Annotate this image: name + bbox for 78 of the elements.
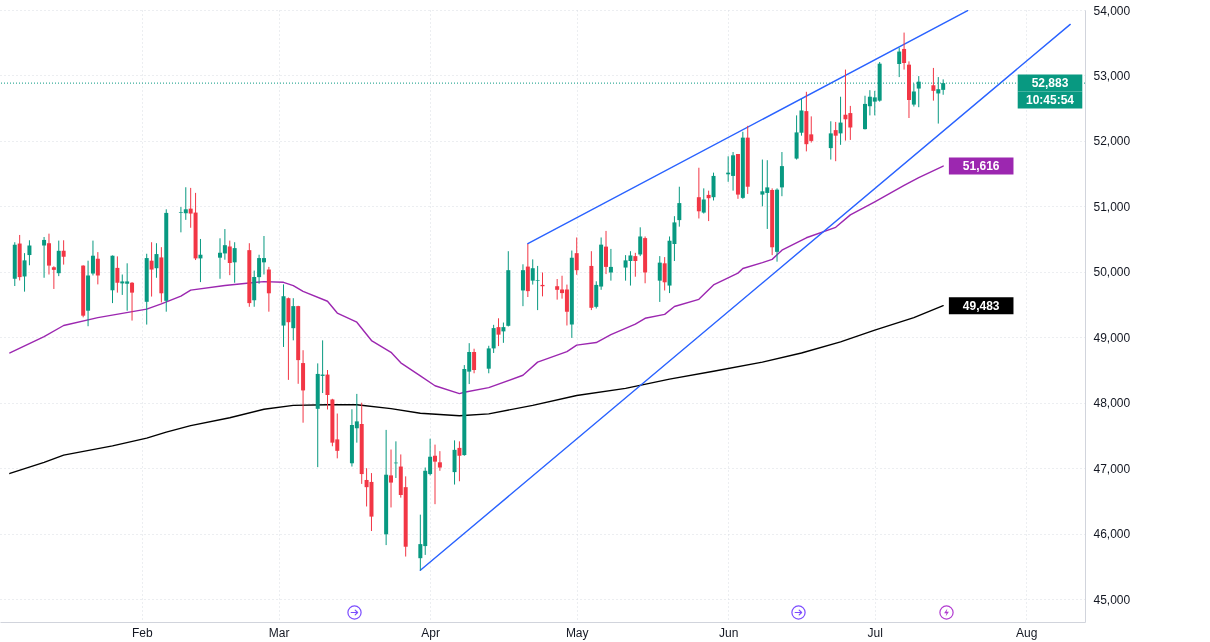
y-tick-label: 49,000 — [1093, 330, 1131, 345]
y-tick-label: 50,000 — [1093, 265, 1131, 280]
y-tick-label: 52,000 — [1093, 134, 1131, 149]
candlestick — [633, 252, 638, 278]
candlestick — [452, 439, 457, 486]
candlestick — [90, 240, 95, 276]
x-tick-label: Apr — [421, 625, 440, 640]
candlestick — [115, 255, 120, 294]
candlestick — [564, 284, 569, 326]
candlestick — [472, 348, 477, 374]
candlestick — [266, 266, 271, 313]
y-tick-label: 53,000 — [1093, 68, 1131, 83]
candlestick — [520, 263, 525, 307]
candlestick — [696, 167, 701, 219]
x-tick-label: May — [565, 625, 589, 640]
candlestick — [604, 230, 609, 275]
y-tick-label: 47,000 — [1093, 461, 1131, 476]
candlestick — [623, 254, 628, 282]
candlestick — [902, 32, 907, 71]
candlestick — [638, 226, 643, 257]
candlestick — [183, 186, 188, 221]
y-tick-label: 46,000 — [1093, 527, 1131, 542]
candlestick — [838, 96, 843, 146]
candlestick — [130, 281, 135, 322]
candlestick — [628, 250, 633, 287]
candlestick — [257, 254, 262, 285]
x-tick-label: Aug — [1016, 625, 1038, 640]
candlestick — [61, 239, 66, 266]
y-tick-label: 48,000 — [1093, 396, 1131, 411]
candlestick — [261, 235, 266, 275]
candlestick — [95, 251, 100, 285]
candlestick — [42, 236, 47, 279]
annotation: 10:45:54 — [1025, 93, 1075, 108]
candlestick — [227, 240, 232, 276]
candlestick — [608, 248, 613, 282]
candlestick — [491, 324, 496, 354]
candlestick — [56, 240, 61, 277]
x-tick-label: Mar — [268, 625, 290, 640]
candlestick — [51, 265, 56, 290]
x-tick-label: Jun — [719, 625, 739, 640]
candlestick — [457, 440, 462, 482]
candlestick — [486, 345, 491, 374]
candlestick — [222, 228, 227, 261]
data-label: 51,616 — [962, 159, 1000, 174]
y-tick-label: 51,000 — [1093, 199, 1131, 214]
candlestick — [232, 241, 237, 284]
candlestick — [711, 172, 716, 201]
candlestick — [574, 236, 579, 276]
candlestick — [833, 121, 838, 162]
candlestick — [779, 151, 784, 197]
candlestick — [389, 449, 394, 508]
candlestick — [657, 255, 662, 303]
data-label: 49,483 — [962, 298, 1000, 313]
candlestick — [535, 265, 540, 311]
x-tick-label: Jul — [867, 625, 883, 640]
candlestick — [120, 274, 125, 296]
candlestick — [701, 187, 706, 215]
candlestick — [252, 270, 257, 308]
y-tick-label: 54,000 — [1093, 3, 1131, 18]
candlestick — [555, 278, 560, 301]
candlestick — [677, 186, 682, 228]
candlestick — [46, 233, 51, 275]
candlestick — [931, 67, 936, 102]
candlestick — [496, 317, 501, 347]
candlestick — [27, 239, 32, 266]
candlestick — [154, 242, 159, 279]
candlestick — [662, 256, 667, 291]
x-tick-label: Feb — [131, 625, 153, 640]
candlestick — [760, 159, 765, 207]
candlestick — [149, 241, 154, 298]
candlestick — [897, 47, 902, 78]
candlestick — [501, 322, 506, 344]
candlestick — [706, 190, 711, 222]
ref-line-label: 52,883 — [1031, 76, 1069, 91]
candlestick — [22, 252, 27, 293]
candlestick — [218, 237, 222, 280]
candlestick — [828, 120, 833, 161]
y-tick-label: 45,000 — [1093, 592, 1131, 607]
